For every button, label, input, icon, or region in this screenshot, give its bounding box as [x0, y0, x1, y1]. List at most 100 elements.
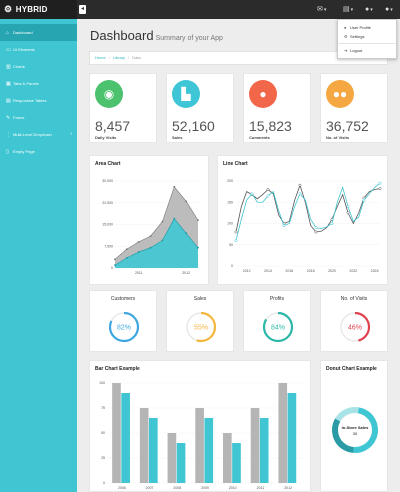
- sidebar-item-forms[interactable]: ✎ Forms: [0, 109, 77, 126]
- area-chart: 0 7,500 15,000 22,500 30,000 2011 2012: [102, 179, 199, 275]
- x-tick-label: 2018: [307, 269, 315, 273]
- file-icon: ▯: [6, 149, 9, 155]
- area-line-0: [114, 186, 199, 260]
- bar-0: [112, 383, 121, 483]
- x-tick-label: 2016: [285, 269, 293, 273]
- line-point: [362, 198, 366, 202]
- customers-gauge: 82%: [108, 311, 140, 343]
- bar-0: [250, 408, 260, 483]
- donut-chart-card: Donut Chart Example In-Store Sales 30: [320, 360, 388, 492]
- user-icon[interactable]: ●▾: [385, 6, 393, 13]
- envelope-icon[interactable]: ✉▾: [317, 6, 327, 13]
- x-tick-label: 2020: [328, 269, 336, 273]
- user-profile-icon: ●: [344, 25, 347, 30]
- gauge-card-sales: Sales 55%: [166, 290, 234, 352]
- gauge-arc: [339, 311, 371, 343]
- x-tick-label: 2007: [146, 486, 154, 490]
- donut-center-label: In-Store Sales: [342, 425, 369, 430]
- bar-chart: 0 25 50 75 100 2006 2007 2008 2009 2010 2011 2012: [99, 381, 302, 490]
- stat-label: No. of Visits: [326, 135, 350, 140]
- bar-chart-card: Bar Chart Example 0 25 50 75 100 2006 2007 2008…: [89, 360, 311, 492]
- area-point: [185, 232, 188, 235]
- sidebar-item-ui-elements[interactable]: ▭ UI Elements: [0, 41, 77, 58]
- menu-divider: [338, 43, 396, 44]
- line-point: [266, 194, 270, 198]
- stat-card-sales: ▙ 52,160 Sales: [166, 73, 234, 143]
- brand-name: HYBRID: [15, 5, 48, 14]
- sidebar-item-charts[interactable]: ▥ Charts: [0, 58, 77, 75]
- x-tick-label: 2011: [257, 486, 265, 490]
- profits-gauge: 84%: [262, 311, 294, 343]
- donut-chart-title: Donut Chart Example: [326, 366, 377, 372]
- area-point: [149, 246, 152, 249]
- area-point: [125, 248, 128, 251]
- breadcrumb-library[interactable]: Library: [112, 55, 126, 60]
- menu-item-logout[interactable]: ➜ Logout: [344, 48, 363, 53]
- line-point: [378, 187, 382, 191]
- bar-1: [259, 418, 269, 483]
- gauge-title: Sales: [193, 296, 207, 302]
- gear-icon: ⚙: [4, 4, 13, 14]
- area-series-1: [115, 218, 198, 268]
- comments-icon: ●: [249, 80, 277, 108]
- gauge-arc: [262, 311, 294, 343]
- area-chart-card: Area Chart 0 7,500 15,000 22,500 30,000 2011 2…: [89, 155, 209, 285]
- line-point: [234, 230, 238, 234]
- gauge-card-customers: Customers 82%: [89, 290, 157, 352]
- bell-icon[interactable]: ●▾: [365, 6, 373, 13]
- breadcrumb-current: Data: [132, 55, 141, 60]
- area-point: [137, 241, 140, 243]
- x-tick-label: 2012: [182, 271, 190, 275]
- settings-icon: ⚙: [344, 34, 348, 39]
- line-point: [234, 239, 238, 242]
- area-point: [137, 251, 140, 253]
- stat-card-visits: ●● 36,752 No. of Visits: [320, 73, 388, 143]
- area-point: [161, 239, 164, 242]
- gauge-card-visits: No. of Visits 46%: [320, 290, 388, 352]
- line-point: [314, 226, 318, 230]
- sidebar: ⌂ Dashboard ▭ UI Elements ▥ Charts ▦ Tabs & …: [0, 19, 77, 492]
- gauge-value: 55%: [194, 325, 208, 332]
- line-point: [314, 230, 318, 234]
- line-point: [266, 188, 270, 191]
- area-point: [114, 258, 116, 261]
- page-subtitle: Summary of your App: [155, 35, 223, 42]
- area-point: [197, 219, 199, 222]
- bar-1: [287, 393, 297, 483]
- bar-0: [195, 408, 204, 483]
- brand-logo[interactable]: ⚙ HYBRID: [0, 0, 77, 19]
- line-point: [250, 192, 254, 196]
- visits-gauge: 46%: [339, 311, 371, 343]
- sidebar-item-empty-page[interactable]: ▯ Empty Page: [0, 143, 77, 160]
- bar-chart-icon: ▥: [6, 64, 11, 70]
- area-point: [173, 217, 176, 220]
- x-tick-label: 2012: [243, 269, 251, 273]
- sitemap-icon: ⋮: [6, 132, 11, 138]
- line-series-0: [235, 183, 381, 233]
- breadcrumb-home[interactable]: Home: [95, 55, 106, 60]
- list-icon[interactable]: ▤▾: [343, 6, 354, 13]
- sidebar-item-dashboard[interactable]: ⌂ Dashboard: [0, 24, 77, 41]
- x-tick-label: 2009: [201, 486, 209, 490]
- bar-chart-title: Bar Chart Example: [95, 366, 140, 372]
- area-point: [114, 264, 116, 266]
- sidebar-toggle-button[interactable]: ◂: [79, 5, 86, 14]
- donut-slice: [332, 407, 378, 453]
- menu-item-settings[interactable]: ⚙ Settings: [344, 34, 365, 39]
- line-chart-title: Line Chart: [223, 161, 248, 167]
- sidebar-item-tabs-panels[interactable]: ▦ Tabs & Panels: [0, 75, 77, 92]
- sidebar-item-responsive-tables[interactable]: ▤ Responsive Tables: [0, 92, 77, 109]
- users-icon: ●●: [326, 80, 354, 108]
- line-point: [298, 192, 302, 196]
- sidebar-item-multi-level-dropdown[interactable]: ⋮ Multi-Level Dropdown ‹: [0, 126, 77, 143]
- bar-0: [223, 433, 232, 483]
- menu-item-user-profile[interactable]: ● User Profile: [344, 25, 371, 30]
- area-point: [185, 200, 188, 203]
- y-tick-label: 100: [99, 381, 105, 385]
- y-tick-label: 0: [103, 481, 105, 485]
- area-point: [197, 246, 199, 249]
- area-point: [125, 256, 128, 259]
- gauge-title: Customers: [110, 296, 136, 302]
- eye-icon: ◉: [95, 80, 123, 108]
